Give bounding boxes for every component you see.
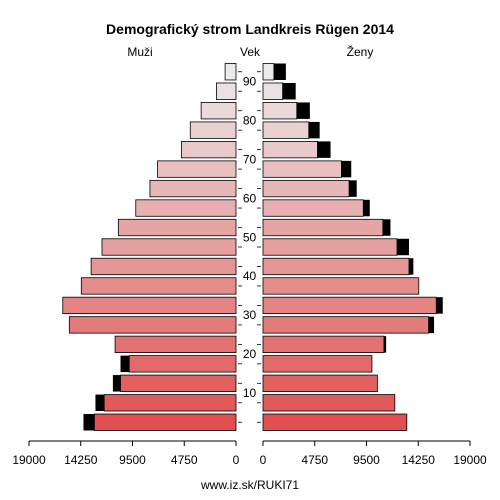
- female-x-tick-label: 4750: [301, 453, 328, 467]
- center-axis-label: Vek: [240, 45, 261, 59]
- female-bar: [262, 316, 430, 334]
- right-series-label: Ženy: [347, 44, 374, 59]
- male-bar: [114, 335, 237, 354]
- female-bar: [262, 82, 284, 100]
- age-tick-label: 50: [243, 230, 257, 244]
- male-bar: [120, 374, 237, 392]
- age-tick-label: 20: [243, 347, 257, 361]
- male-x-tick-label: 14250: [64, 453, 98, 467]
- female-bar: [262, 160, 342, 178]
- female-bar: [262, 355, 373, 373]
- female-bar: [262, 296, 437, 315]
- male-bar: [101, 238, 237, 256]
- male-x-tick-label: 4750: [171, 453, 198, 467]
- female-bar: [262, 277, 420, 295]
- female-bar: [262, 374, 378, 392]
- female-excess-bar: [397, 238, 409, 256]
- female-excess-bar: [273, 63, 286, 80]
- chart-title: Demografický strom Landkreis Rügen 2014: [106, 21, 394, 37]
- female-excess-bar: [296, 102, 310, 119]
- male-bar: [189, 121, 237, 139]
- female-excess-bar: [382, 219, 391, 236]
- female-bar: [262, 102, 298, 120]
- male-excess-bar: [120, 355, 130, 373]
- female-excess-bar: [436, 297, 443, 314]
- female-excess-bar: [408, 258, 414, 275]
- male-bar: [224, 63, 237, 81]
- male-bar: [149, 179, 237, 198]
- male-bar: [157, 160, 237, 178]
- age-tick-label: 60: [243, 191, 257, 205]
- male-bar: [103, 394, 237, 412]
- female-bar: [262, 238, 398, 256]
- male-excess-bar: [112, 375, 121, 392]
- female-bar: [262, 413, 408, 431]
- male-bar: [80, 277, 237, 295]
- age-tick-label: 70: [243, 152, 257, 166]
- female-excess-bar: [317, 141, 331, 158]
- female-bar: [262, 199, 364, 217]
- female-x-tick-label: 14250: [402, 453, 436, 467]
- male-bar: [117, 218, 237, 237]
- left-series-label: Muži: [127, 45, 152, 59]
- male-bar: [62, 296, 237, 315]
- female-excess-bar: [349, 180, 357, 197]
- female-excess-bar: [363, 199, 370, 217]
- female-bar: [262, 335, 385, 354]
- male-bar: [215, 82, 237, 100]
- male-excess-bar: [95, 394, 105, 412]
- male-bar: [90, 257, 237, 276]
- female-bar: [262, 257, 410, 276]
- female-excess-bar: [341, 160, 352, 178]
- female-x-tick-label: 0: [260, 453, 267, 467]
- male-bar: [181, 140, 237, 159]
- male-x-tick-label: 0: [233, 453, 240, 467]
- female-x-tick-label: 9500: [353, 453, 380, 467]
- female-bar: [262, 63, 275, 81]
- age-tick-label: 10: [243, 386, 257, 400]
- male-excess-bar: [83, 414, 95, 431]
- female-bar: [262, 140, 318, 159]
- male-bar: [128, 355, 237, 373]
- male-x-tick-label: 9500: [119, 453, 146, 467]
- male-bar: [93, 413, 237, 431]
- female-excess-bar: [383, 336, 387, 353]
- age-tick-label: 90: [243, 74, 257, 88]
- male-bar: [68, 316, 237, 334]
- male-bar: [200, 102, 237, 120]
- female-bar: [262, 179, 350, 198]
- female-excess-bar: [428, 316, 435, 334]
- male-x-tick-label: 19000: [12, 453, 46, 467]
- female-bar: [262, 394, 396, 412]
- age-tick-label: 40: [243, 269, 257, 283]
- female-excess-bar: [308, 121, 320, 139]
- male-bar: [135, 199, 237, 217]
- age-tick-label: 80: [243, 113, 257, 127]
- female-x-tick-label: 19000: [453, 453, 487, 467]
- plot-area: 10 20 30 40 50 60 70 80 90 19000 14250 9500 4750 0 0 47…: [12, 63, 487, 467]
- female-bar: [262, 121, 310, 139]
- age-tick-label: 30: [243, 308, 257, 322]
- female-bar: [262, 218, 384, 237]
- footer-source: www.iz.sk/RUKI71: [200, 478, 299, 492]
- female-excess-bar: [282, 82, 296, 100]
